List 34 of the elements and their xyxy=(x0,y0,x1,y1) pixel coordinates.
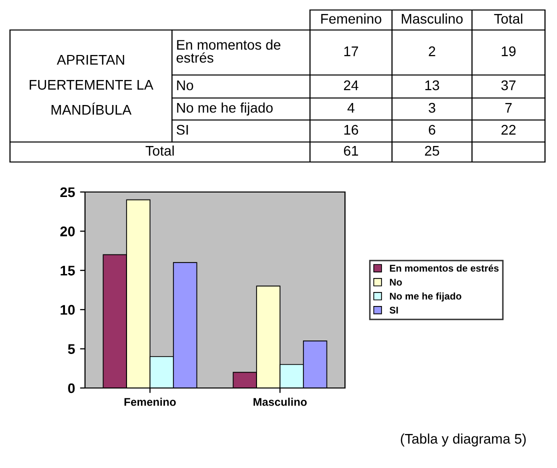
legend-label: No me he fijado xyxy=(390,292,462,302)
text: 17 xyxy=(344,46,358,56)
text: No me he fijado xyxy=(177,102,273,116)
y-tick-label: 0 xyxy=(68,383,75,394)
y-tick-label: 10 xyxy=(60,304,75,315)
text: (Tabla y diagrama 5) xyxy=(400,434,526,446)
y-tick-label: 20 xyxy=(60,226,75,236)
text: Total xyxy=(146,146,174,156)
text: 24 xyxy=(344,80,358,90)
y-tick-label: 5 xyxy=(68,344,75,354)
y-tick-label: 15 xyxy=(60,266,75,276)
text: No xyxy=(177,80,194,90)
text: 16 xyxy=(344,124,358,135)
legend-label: En momentos de estrés xyxy=(390,264,499,272)
text: 6 xyxy=(428,124,436,135)
text: 13 xyxy=(425,80,440,90)
y-tick-label: 25 xyxy=(60,187,75,198)
text: 4 xyxy=(347,103,354,113)
text: 3 xyxy=(428,102,436,113)
text: 2 xyxy=(428,46,436,56)
text: Femenino xyxy=(321,14,382,24)
legend-label: No xyxy=(390,278,402,286)
text: 19 xyxy=(502,46,516,56)
text: Total xyxy=(494,14,522,24)
text: 7 xyxy=(505,103,512,113)
legend-label: SI xyxy=(390,306,398,314)
text: 25 xyxy=(424,146,440,156)
text: 22 xyxy=(501,124,516,135)
text: APRIETAN FUERTEMENTE LA MANDÍBULA xyxy=(30,55,154,115)
text: 61 xyxy=(344,146,358,156)
text: En momentos de estrés xyxy=(176,40,280,63)
text: SI xyxy=(176,124,188,135)
text: Masculino xyxy=(402,14,463,24)
text: 37 xyxy=(501,80,516,90)
